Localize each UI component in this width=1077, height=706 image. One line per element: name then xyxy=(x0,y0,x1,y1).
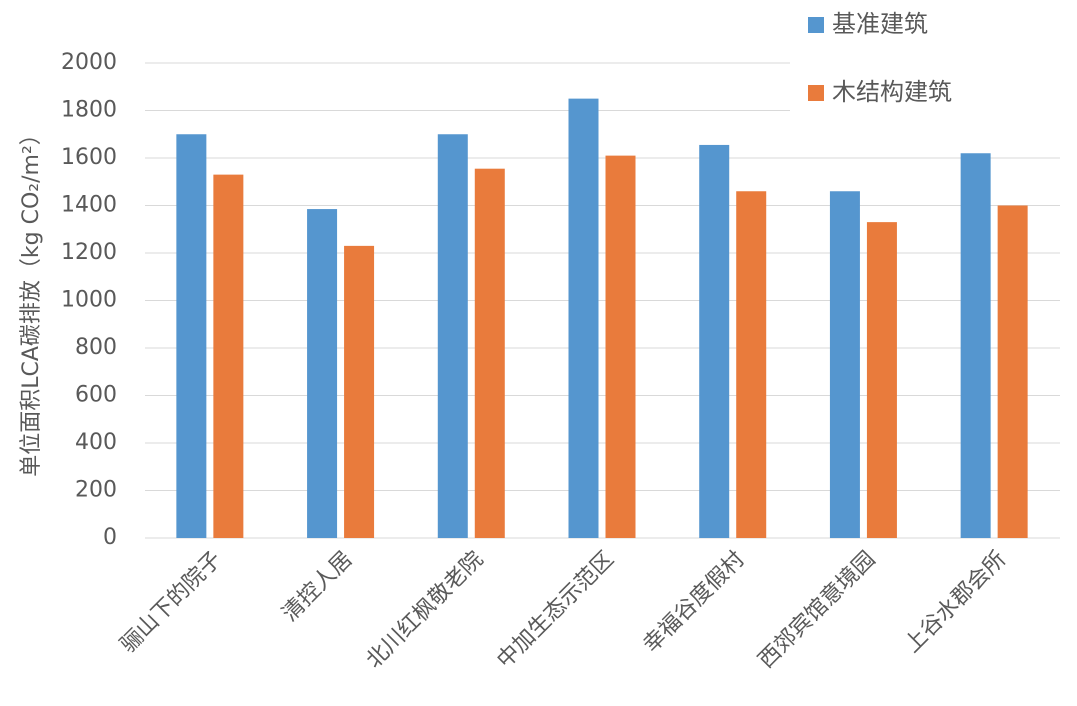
legend-swatch xyxy=(808,85,824,101)
bar xyxy=(568,98,599,538)
y-tick-label: 800 xyxy=(75,335,117,360)
x-tick-label: 西郊宾馆意境园 xyxy=(754,547,881,674)
bar xyxy=(960,153,991,538)
legend-background xyxy=(790,0,1070,125)
bar xyxy=(699,144,730,538)
legend-label: 基准建筑 xyxy=(832,10,928,38)
bar xyxy=(307,209,338,538)
x-tick-label: 幸福谷度假村 xyxy=(639,547,750,658)
y-tick-label: 2000 xyxy=(61,50,117,75)
y-axis-label: 单位面积LCA碳排放（kg CO₂/m²） xyxy=(19,123,44,477)
x-tick-label: 上谷水郡会所 xyxy=(900,547,1011,658)
y-tick-label: 600 xyxy=(75,383,117,408)
legend-label: 木结构建筑 xyxy=(832,78,952,106)
y-tick-label: 0 xyxy=(103,525,117,550)
y-tick-label: 1800 xyxy=(61,98,117,123)
bar xyxy=(213,174,244,538)
bar xyxy=(605,155,636,538)
bar xyxy=(866,222,897,538)
bar xyxy=(474,168,505,538)
y-tick-label: 1000 xyxy=(61,288,117,313)
legend-swatch xyxy=(808,17,824,33)
bar xyxy=(344,245,375,538)
x-tick-label: 中加生态示范区 xyxy=(492,547,619,674)
x-tick-label: 骊山下的院子 xyxy=(116,547,227,658)
y-tick-label: 1400 xyxy=(61,193,117,218)
y-tick-label: 1600 xyxy=(61,145,117,170)
y-tick-label: 1200 xyxy=(61,240,117,265)
bar xyxy=(997,205,1028,538)
bar xyxy=(736,191,767,538)
bar xyxy=(437,134,468,538)
bar xyxy=(829,191,860,538)
bar xyxy=(176,134,207,538)
y-tick-label: 400 xyxy=(75,430,117,455)
y-tick-label: 200 xyxy=(75,478,117,503)
x-tick-label: 北川红枫敬老院 xyxy=(362,547,489,674)
x-tick-label: 清控人居 xyxy=(278,547,358,627)
